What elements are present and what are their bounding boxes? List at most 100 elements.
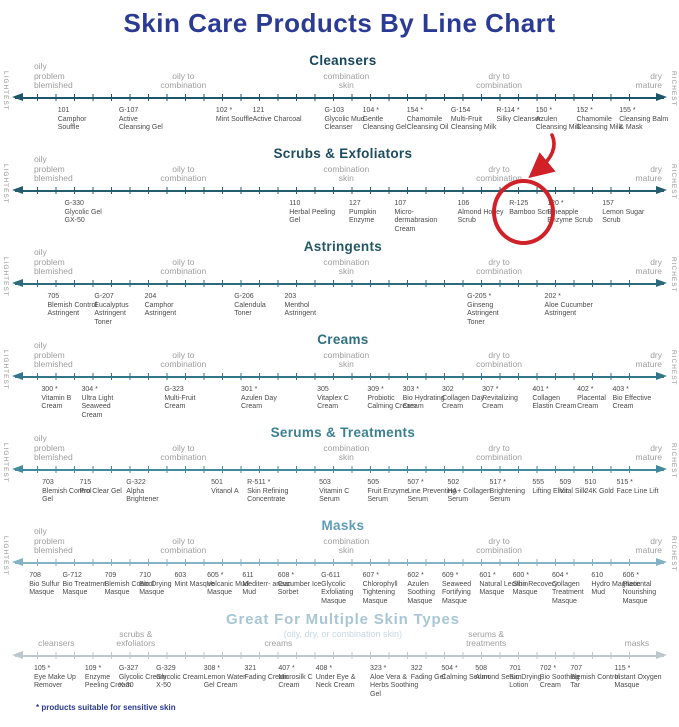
skin-type-label-dry: dry mature <box>635 442 663 463</box>
product-705: 705 Blemish Control Astringent <box>48 293 98 319</box>
skin-type-label-oily-to: oily to combination <box>160 256 207 277</box>
product-name: Chlorophyll Tightening Masque <box>362 580 398 605</box>
product-name: Bio Treatment Masque <box>62 580 107 597</box>
product-g-330: G-330 Glycolic Gel GX-50 <box>65 200 115 226</box>
skin-type-label-combination: combination skin <box>323 535 370 556</box>
product-name: Lifting Elixir <box>532 487 569 495</box>
product-name: Glycolic Cream X-30 <box>118 673 167 690</box>
product-code: 502 <box>447 479 460 486</box>
lightest-label: LIGHTEST <box>2 350 9 390</box>
product-101: 101 Camphor Souffle <box>58 107 108 133</box>
product-code: 607 * <box>362 572 379 579</box>
section-title-great-for-multiple-skin-types: Great For Multiple Skin Types <box>225 611 460 628</box>
product-609: 609 * Seaweed Fortifying Masque <box>442 572 492 606</box>
axis-line <box>12 372 667 381</box>
skin-type-label-dry-to: dry to combination <box>476 349 522 370</box>
product-504: 504 * Calming Serum <box>441 665 491 682</box>
section-title-masks: Masks <box>321 518 365 533</box>
product-name: Herbal Peeling Gel <box>289 208 336 225</box>
product-code: G-107 <box>118 107 139 114</box>
product-name: Line Preventing Serum <box>407 487 457 504</box>
product-name: Ultra Light Seaweed Cream <box>81 394 114 419</box>
product-code: G-327 <box>118 665 139 672</box>
product-g-207: G-207 Eucalyptus Astringent Toner <box>94 293 144 327</box>
product-309: 309 * Probiotic Calming Cream <box>367 386 417 412</box>
product-202: 202 * Aloe Cucumber Astringent <box>545 293 595 319</box>
section-title-scrubs-exfoliators: Scrubs & Exfoliators <box>273 146 413 161</box>
richest-label: RICHEST <box>670 350 677 386</box>
richest-label: RICHEST <box>670 164 677 200</box>
skin-type-label-dry: dry mature <box>635 535 663 556</box>
product-510: 510 24K Gold <box>585 479 635 496</box>
product-name: Bio Drying Lotion <box>509 673 542 690</box>
product-code: 322 <box>410 665 423 672</box>
skin-type-label-oily: oily problem blemished <box>33 526 73 556</box>
product-203: 203 Menthol Astringent <box>285 293 335 319</box>
product-name: Skin Refining Concentrate <box>247 487 289 504</box>
product-322: 322 Fading Gel <box>411 665 461 682</box>
product-code: 610 <box>591 572 604 579</box>
skin-type-label-oily-to: oily to combination <box>160 442 207 463</box>
skin-type-label-oily: oily problem blemished <box>33 154 73 184</box>
axis-ticks <box>37 94 642 101</box>
product-code: 408 * <box>315 665 333 672</box>
product-code: 301 * <box>241 386 258 393</box>
product-code: G-330 <box>64 200 84 207</box>
product-600: 600 * Skin Recovery Masque <box>513 572 563 598</box>
skin-type-label-combination: combination skin <box>323 349 370 370</box>
product-name: Alpha Brightener <box>126 487 159 504</box>
product-code: 703 <box>42 479 54 486</box>
product-name: Microsilk C Cream <box>278 673 313 690</box>
product-g-712: G-712 Bio Treatment Masque <box>62 572 112 598</box>
product-602: 602 * Azulen Soothing Masque <box>407 572 457 606</box>
product-code: G-103 <box>324 107 345 114</box>
skin-type-label-oily-to: oily to combination <box>160 70 207 91</box>
product-710: 710 Bio Drying Masque <box>139 572 189 598</box>
product-code: 308 * <box>203 665 221 672</box>
product-name: Mediterr- anean Mud <box>242 580 292 597</box>
product-code: 102 * <box>215 107 233 114</box>
product-code: 507 * <box>407 479 424 486</box>
product-code: 708 <box>29 572 41 579</box>
product-code: G-206 <box>234 293 254 300</box>
product-name: Glycolic Gel GX-50 <box>64 208 102 225</box>
product-code: 611 <box>242 572 254 579</box>
product-name: Glycolic Exfoliating Masque <box>321 580 354 605</box>
section-title-astringents: Astringents <box>303 239 383 254</box>
product-name: Collagen Day Cream <box>442 394 485 411</box>
skin-type-label-dry-to: dry to combination <box>476 442 522 463</box>
product-code: 600 * <box>512 572 529 579</box>
product-104: 104 * Gentle Cleansing Gel <box>363 107 413 133</box>
product-507: 507 * Line Preventing Serum <box>407 479 457 505</box>
product-name: Vitamin C Serum <box>319 487 350 504</box>
product-name: Probiotic Calming Cream <box>367 394 416 411</box>
product-code: G-154 <box>450 107 471 114</box>
product-403: 403 * Bio Effective Cream <box>612 386 662 412</box>
product-name: Collagen Elastin Cream <box>532 394 577 411</box>
product-code: G-322 <box>126 479 146 486</box>
product-code: 715 <box>79 479 92 486</box>
product-code: 605 * <box>207 572 224 579</box>
product-204: 204 Camphor Astringent <box>145 293 195 319</box>
product-155: 155 * Cleansing Balm & Mask <box>619 107 669 133</box>
product-name: Mint Souffle <box>215 115 253 123</box>
product-code: 407 * <box>278 665 295 672</box>
product-name: Placental Cream <box>577 394 606 411</box>
product-302: 302 Collagen Day Cream <box>442 386 492 412</box>
section-title-cleansers: Cleansers <box>309 53 377 68</box>
product-code: 155 * <box>619 107 636 114</box>
product-name: Menthol Astringent <box>284 301 317 318</box>
row-serums-treatments: Serums & Treatments oily problem blemishe… <box>0 422 679 515</box>
axis-right-arrow-icon <box>656 651 667 660</box>
axis-ticks <box>37 652 642 659</box>
product-517: 517 * Brightening Serum <box>490 479 540 505</box>
product-102: 102 * Mint Souffle <box>216 107 266 124</box>
product-code: 154 * <box>406 107 424 114</box>
lightest-label: LIGHTEST <box>2 164 9 204</box>
product-name: Azulen Cleansing Milk <box>535 115 582 132</box>
product-name: Aloe Vera & Herbs Soothing Gel <box>370 673 419 698</box>
product-300: 300 * Vitamin B Cream <box>41 386 91 412</box>
product-name: Instant Oxygen Masque <box>614 673 662 690</box>
product-code: 101 <box>57 107 70 114</box>
product-code: 510 <box>584 479 597 486</box>
